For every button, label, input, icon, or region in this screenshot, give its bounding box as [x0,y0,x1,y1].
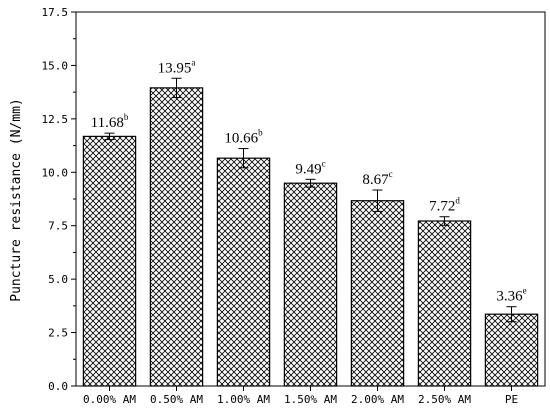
bar [484,313,539,387]
y-axis-title: Puncture resistance (N/mm) [9,98,24,302]
x-tick-label: PE [505,393,518,406]
x-tick-label: 2.50% AM [418,393,471,406]
y-tick-label: 5.0 [48,273,68,286]
data-label: 11.68b [91,112,129,131]
bar [82,135,137,387]
y-tick-label: 2.5 [48,327,68,340]
y-tick-label: 7.5 [48,220,68,233]
bar [350,200,405,387]
bar [283,182,338,387]
data-label: 9.49c [295,158,325,177]
y-tick-label: 12.5 [42,113,69,126]
y-tick-label: 17.5 [42,6,69,19]
bar [216,157,271,387]
y-tick-label: 10.0 [42,166,69,179]
x-tick-label: 1.00% AM [217,393,270,406]
data-label: 13.95a [158,57,196,76]
error-bars [104,77,517,323]
y-tick-label: 15.0 [42,59,69,72]
x-tick-label: 1.50% AM [284,393,337,406]
bars [82,87,539,387]
data-label: 8.67c [362,169,392,188]
data-label: 3.36e [496,286,526,305]
x-tick-label: 0.00% AM [83,393,136,406]
x-tick-label: 2.00% AM [351,393,404,406]
data-label: 10.66b [224,128,263,147]
x-tick-label: 0.50% AM [150,393,203,406]
data-label: 7.72d [429,196,460,215]
axes: 0.0 2.5 5.0 7.5 10.0 12.5 15.0 17.5 0.00% AM 0.50… [42,6,546,406]
bar [149,87,204,387]
y-tick-label: 0.0 [48,380,68,393]
bar [417,220,472,387]
data-labels: 11.68b 13.95a 10.66b 9.49c 8.67c 7.72d 3.36e [91,57,527,304]
